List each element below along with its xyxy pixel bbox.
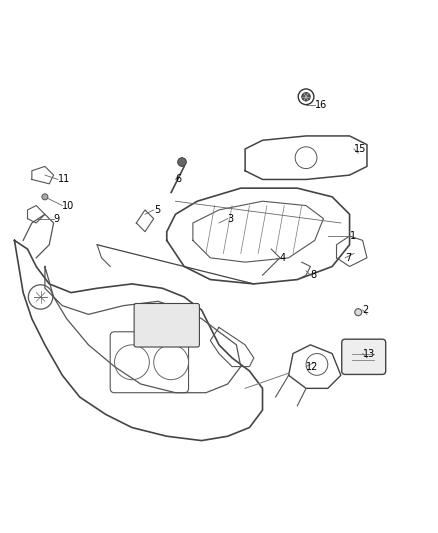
Text: 4: 4 <box>280 253 286 263</box>
Text: 11: 11 <box>58 174 70 184</box>
Text: 7: 7 <box>345 253 351 263</box>
Text: 15: 15 <box>354 144 366 154</box>
Circle shape <box>42 194 48 200</box>
Text: 9: 9 <box>53 214 60 224</box>
Text: 10: 10 <box>62 200 74 211</box>
Text: 12: 12 <box>306 361 318 372</box>
Text: 16: 16 <box>315 100 327 110</box>
FancyBboxPatch shape <box>342 339 386 375</box>
FancyBboxPatch shape <box>134 303 199 347</box>
Circle shape <box>302 92 311 101</box>
Text: 5: 5 <box>154 205 160 215</box>
Text: 13: 13 <box>363 349 375 359</box>
Text: 6: 6 <box>176 174 182 184</box>
Text: 8: 8 <box>311 270 317 280</box>
Text: 3: 3 <box>228 214 234 224</box>
Circle shape <box>178 158 186 166</box>
Text: 2: 2 <box>363 305 369 315</box>
Circle shape <box>355 309 362 316</box>
Text: 1: 1 <box>350 231 356 241</box>
